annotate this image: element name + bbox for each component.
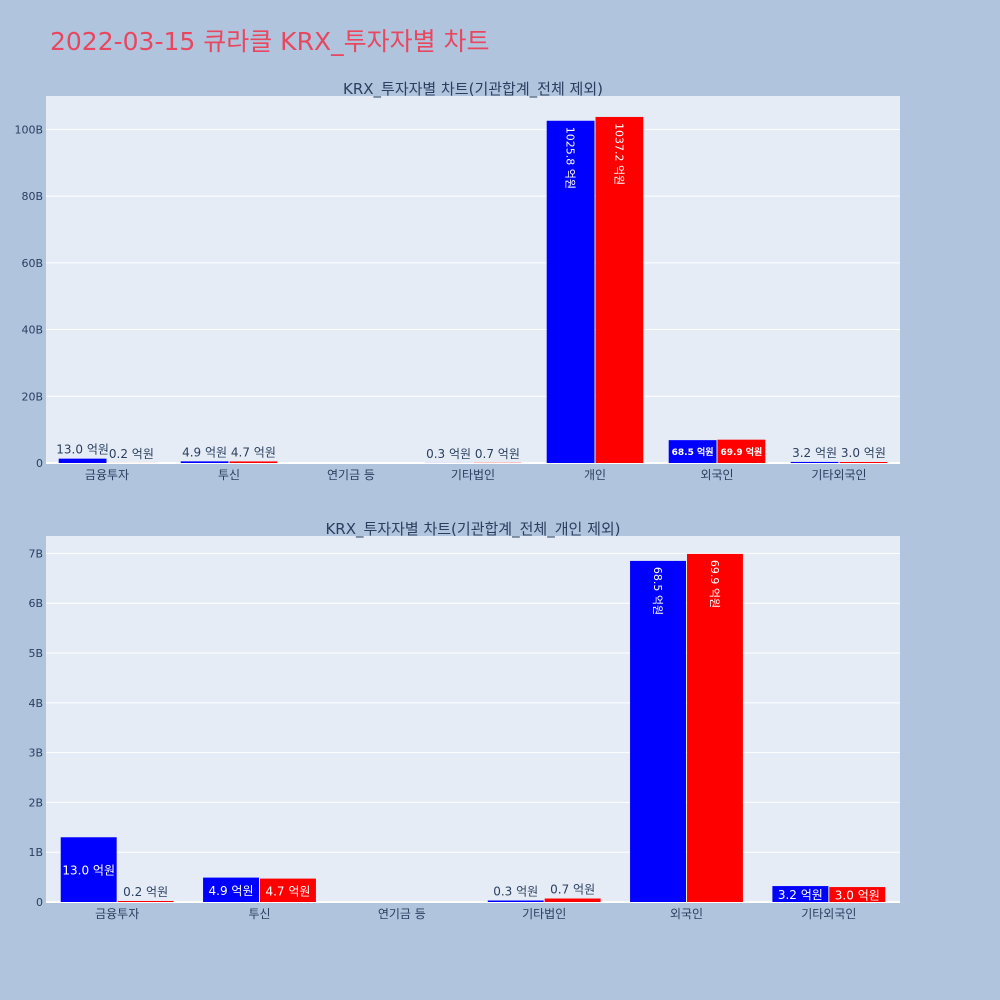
bar-sell [829, 887, 886, 902]
data-label: 1037.2 억원 [612, 123, 625, 185]
y-tick-label: 0 [36, 896, 43, 909]
data-label: 3.0 억원 [841, 446, 886, 460]
bar-buy [58, 458, 107, 463]
x-tick-label: 기타법인 [451, 468, 495, 482]
y-tick-label: 1B [28, 846, 43, 859]
bar-sell [595, 116, 644, 463]
bar-sell [839, 461, 888, 463]
data-label: 4.7 억원 [265, 884, 310, 898]
y-tick-label: 3B [28, 747, 43, 760]
chart-title: KRX_투자자별 차트(기관합계_전체 제외) [343, 80, 603, 99]
bar-buy [60, 837, 117, 902]
data-label: 0.3 억원 [426, 447, 471, 461]
bar-sell [260, 878, 316, 902]
data-label: 13.0 억원 [62, 864, 115, 878]
chart-top: 0 20B 40B 60B 80B 100B KRX_투자자별 차트(기관합계_전체 제외)… [14, 80, 900, 482]
x-tick-label: 기타외국인 [801, 907, 856, 921]
data-label: 4.9 억원 [182, 445, 227, 459]
data-label: 3.2 억원 [792, 446, 837, 460]
data-label: 1025.8 억원 [564, 127, 577, 189]
y-tick-label: 20B [21, 390, 43, 403]
data-label: 0.3 억원 [493, 885, 538, 899]
data-label: 0.2 억원 [109, 447, 154, 461]
x-tick-label: 기타법인 [522, 907, 566, 921]
bar-buy [668, 440, 717, 463]
x-tick-label: 투신 [218, 468, 240, 482]
x-tick-label: 기타외국인 [811, 468, 866, 482]
x-tick-label: 금융투자 [85, 468, 129, 482]
data-label: 4.9 억원 [209, 884, 254, 898]
data-label: 68.5 억원 [672, 446, 714, 458]
data-label: 69.9 억원 [720, 446, 762, 458]
x-tick-label: 투신 [248, 907, 270, 921]
bar-sell [717, 439, 766, 463]
y-tick-label: 6B [28, 597, 43, 610]
bar-buy [180, 461, 229, 463]
bar-buy [790, 461, 839, 463]
y-tick-label: 100B [14, 123, 43, 136]
chart-title: KRX_투자자별 차트(기관합계_전체_개인 제외) [325, 520, 620, 539]
y-tick-label: 2B [28, 796, 43, 809]
data-label: 0.2 억원 [123, 885, 168, 899]
data-label: 0.7 억원 [475, 447, 520, 461]
x-tick-label: 연기금 등 [327, 468, 375, 482]
x-tick-label: 연기금 등 [378, 907, 426, 921]
plot-area [46, 96, 900, 463]
y-tick-label: 60B [21, 257, 43, 270]
x-tick-label: 외국인 [700, 468, 733, 482]
y-tick-label: 7B [28, 547, 43, 560]
data-label: 68.5 억원 [651, 567, 664, 615]
data-label: 0.7 억원 [550, 883, 595, 897]
bar-buy [203, 877, 259, 902]
x-tick-label: 개인 [584, 468, 606, 482]
bar-sell [117, 901, 174, 902]
y-tick-label: 0 [36, 457, 43, 470]
data-label: 69.9 억원 [708, 560, 721, 608]
y-tick-label: 5B [28, 647, 43, 660]
plot-area [46, 536, 900, 902]
y-tick-label: 40B [21, 324, 43, 337]
data-label: 3.2 억원 [778, 888, 823, 902]
y-tick-label: 4B [28, 697, 43, 710]
bar-buy [546, 120, 595, 463]
bar-sell [229, 461, 278, 463]
bar-sell [544, 898, 601, 902]
x-tick-label: 외국인 [670, 907, 703, 921]
bar-buy [772, 886, 829, 902]
page-title: 2022-03-15 큐라클 KRX_투자자별 차트 [50, 27, 490, 56]
x-tick-label: 금융투자 [95, 907, 139, 921]
y-tick-label: 80B [21, 190, 43, 203]
bar-buy [487, 900, 544, 902]
bar-sell [687, 553, 743, 902]
data-label: 13.0 억원 [56, 443, 109, 457]
bar-buy [630, 560, 686, 902]
data-label: 4.7 억원 [231, 445, 276, 459]
data-label: 3.0 억원 [835, 889, 880, 903]
